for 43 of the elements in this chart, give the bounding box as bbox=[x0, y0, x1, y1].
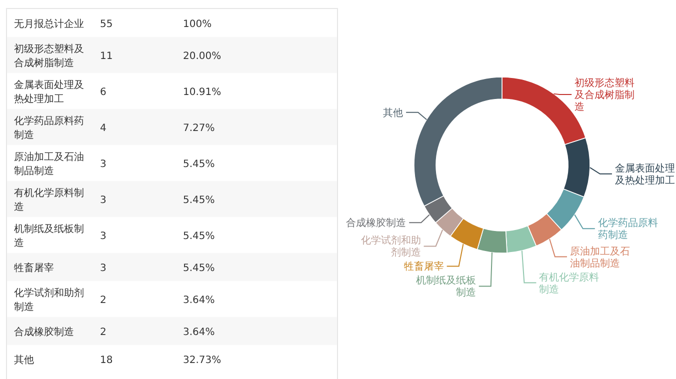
text: 20.00% bbox=[183, 51, 222, 62]
text: 3.64% bbox=[183, 295, 215, 306]
text: 3.64% bbox=[183, 327, 215, 338]
slice-label: 原油加工及石油制品制造 bbox=[570, 245, 630, 270]
text: 5.45% bbox=[183, 195, 215, 206]
text: 3 bbox=[100, 231, 106, 242]
text: 化学试剂和助剂制造 bbox=[14, 287, 84, 313]
text: 2 bbox=[100, 327, 106, 338]
slice-label: 金属表面处理及热处理加工 bbox=[614, 162, 675, 186]
text: 7.27% bbox=[183, 123, 215, 134]
text: 2 bbox=[100, 295, 106, 306]
slice-label: 牲畜屠宰 bbox=[404, 260, 444, 273]
text: 合成橡胶制造 bbox=[14, 326, 74, 338]
text: 化学药品原料药制造 bbox=[14, 115, 84, 141]
text: 牲畜屠宰 bbox=[14, 262, 54, 274]
text: 5.45% bbox=[183, 263, 215, 274]
text: 55 bbox=[100, 19, 113, 30]
text: 有机化学原料制造 bbox=[14, 187, 84, 213]
text: 100% bbox=[183, 19, 212, 30]
text: 11 bbox=[100, 51, 113, 62]
text: 6 bbox=[100, 87, 106, 98]
text: 金属表面处理及热处理加工 bbox=[14, 79, 84, 105]
text: 32.73% bbox=[183, 355, 222, 366]
slice-label: 化学试剂和助剂制造 bbox=[360, 234, 421, 259]
slice-label: 有机化学原料制造 bbox=[539, 271, 600, 296]
text: 3 bbox=[100, 159, 106, 170]
text: 10.91% bbox=[183, 87, 222, 98]
slice-label: 其他 bbox=[383, 106, 404, 119]
slice-label: 机制纸及纸板制造 bbox=[416, 274, 476, 299]
text: 3 bbox=[100, 263, 106, 274]
text: 其他 bbox=[14, 354, 34, 366]
text: 18 bbox=[100, 355, 113, 366]
slice-label: 初级形态塑料及合成树脂制造 bbox=[574, 76, 635, 113]
text: 5.45% bbox=[183, 159, 215, 170]
slice-label: 合成橡胶制造 bbox=[346, 217, 406, 230]
text: 5.45% bbox=[183, 231, 215, 242]
text: 原油加工及石油制品制造 bbox=[14, 151, 84, 177]
text: 无月报总计企业 bbox=[14, 18, 84, 30]
text: 4 bbox=[100, 123, 106, 134]
text: 机制纸及纸板制造 bbox=[14, 223, 84, 249]
text: 3 bbox=[100, 195, 106, 206]
text: 初级形态塑料及合成树脂制造 bbox=[14, 43, 84, 69]
slice-label: 化学药品原料药制造 bbox=[598, 217, 658, 242]
